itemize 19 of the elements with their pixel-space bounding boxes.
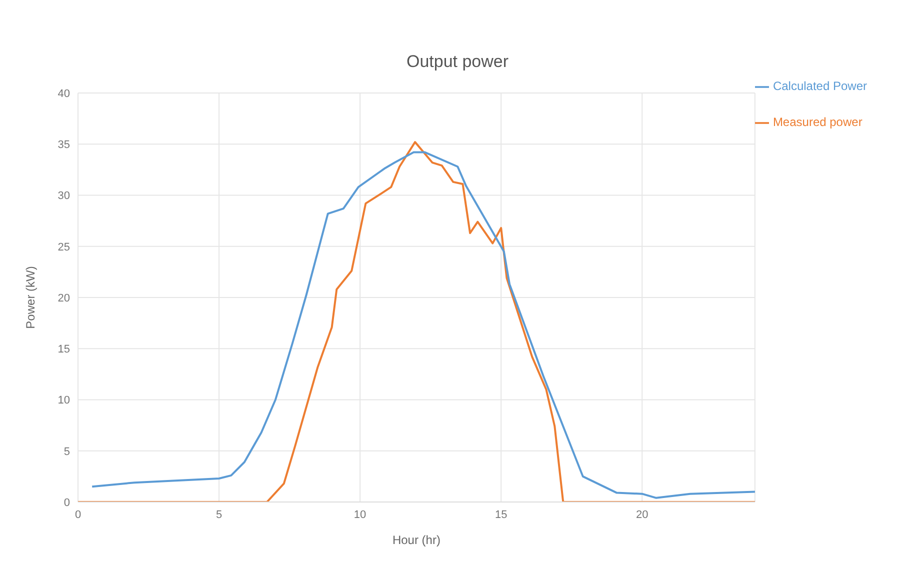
x-axis-title: Hour (hr) bbox=[392, 533, 440, 547]
y-tick-label: 20 bbox=[58, 292, 70, 304]
x-tick-label: 20 bbox=[636, 508, 648, 521]
legend-label: Measured power bbox=[772, 115, 862, 129]
y-tick-label: 25 bbox=[58, 241, 70, 254]
y-tick-label: 30 bbox=[58, 190, 70, 202]
y-tick-label: 5 bbox=[64, 446, 70, 458]
y-axis-title: Power (kW) bbox=[23, 266, 38, 329]
y-tick-label: 0 bbox=[64, 496, 70, 509]
y-tick-label: 15 bbox=[58, 344, 70, 356]
x-tick-label: 10 bbox=[354, 508, 366, 521]
legend-label: Calculated Power bbox=[772, 79, 867, 93]
y-tick-label: 40 bbox=[58, 88, 70, 100]
x-tick-label: 5 bbox=[216, 508, 222, 521]
x-tick-label: 15 bbox=[494, 508, 508, 521]
y-tick-label: 10 bbox=[58, 394, 70, 407]
x-tick-label: 0 bbox=[74, 508, 82, 521]
y-tick-label: 35 bbox=[58, 139, 70, 152]
chart-title: Output power bbox=[405, 52, 510, 72]
